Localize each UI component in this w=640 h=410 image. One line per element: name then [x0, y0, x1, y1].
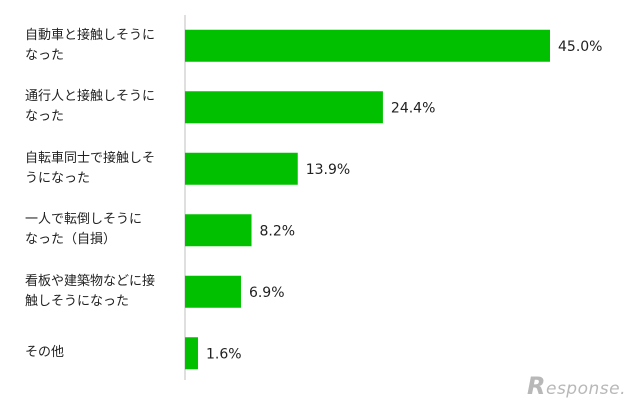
category-label-line: 触しそうになった: [25, 293, 130, 309]
data-label-5: 1.6%: [206, 346, 242, 362]
bar-2: [185, 152, 298, 185]
category-label-line: うになった: [25, 170, 91, 186]
category-label-5: その他: [25, 343, 175, 363]
category-label-4: 看板や建築物などに接 触しそうになった: [25, 272, 175, 312]
category-label-line: 一人で転倒しそうに: [25, 212, 143, 228]
bar-3: [185, 214, 252, 247]
category-label-line: なった（自損）: [25, 232, 117, 248]
category-label-line: その他: [25, 345, 65, 361]
data-label-1: 24.4%: [391, 100, 435, 116]
category-label-line: 自転車同士で接触しそ: [25, 150, 156, 166]
category-label-1: 通行人と接触しそうに なった: [25, 87, 175, 127]
bar-0: [185, 29, 550, 62]
response-watermark: Response.: [527, 372, 626, 400]
data-label-3: 8.2%: [260, 223, 296, 239]
bar-1: [185, 91, 383, 124]
category-label-line: 通行人と接触しそうに: [25, 89, 156, 105]
data-label-4: 6.9%: [249, 285, 285, 301]
category-label-line: なった: [25, 109, 65, 125]
data-label-2: 13.9%: [306, 162, 350, 178]
category-label-line: 看板や建築物などに接: [25, 273, 156, 289]
category-label-line: なった: [25, 47, 65, 63]
data-label-0: 45.0%: [558, 39, 602, 55]
category-label-0: 自動車と接触しそうに なった: [25, 26, 175, 66]
category-label-line: 自動車と接触しそうに: [25, 27, 156, 43]
category-label-3: 一人で転倒しそうに なった（自損）: [25, 210, 175, 250]
category-label-2: 自転車同士で接触しそ うになった: [25, 149, 175, 189]
bar-4: [185, 275, 241, 308]
bar-5: [185, 337, 198, 370]
